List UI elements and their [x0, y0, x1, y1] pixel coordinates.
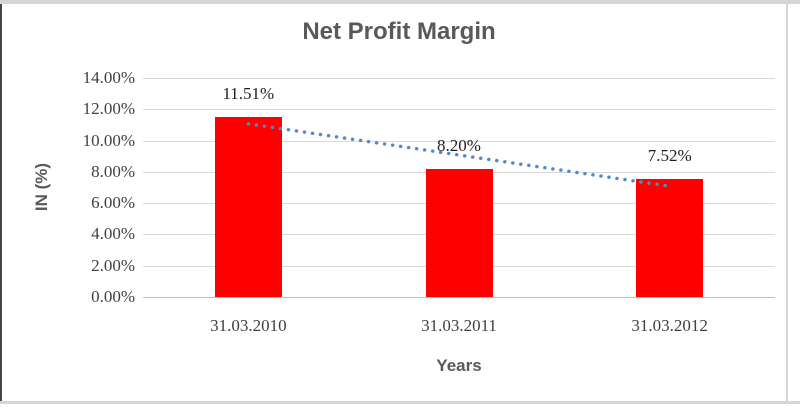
gridline [143, 109, 775, 111]
y-tick-label: 8.00% [91, 161, 135, 181]
x-tick-label: 31.03.2011 [421, 316, 497, 335]
plot-area[interactable] [143, 78, 775, 298]
chart-title: Net Profit Margin [302, 18, 496, 45]
y-axis-title: IN (%) [32, 162, 51, 212]
bar-value-label: 11.51% [222, 83, 275, 103]
y-tick-label: 4.00% [91, 224, 135, 244]
bar-value-label: 8.20% [437, 135, 481, 155]
x-tick-label: 31.03.2012 [631, 316, 708, 335]
x-axis-title: Years [436, 356, 482, 375]
chart-left-border [0, 4, 2, 401]
bar-value-label: 7.52% [647, 146, 692, 166]
y-tick-label: 10.00% [82, 130, 135, 150]
bar-31.03.2012[interactable] [636, 179, 704, 297]
y-tick-label: 6.00% [91, 193, 135, 213]
worksheet-gridline-bottom [0, 401, 800, 404]
y-tick-label: 12.00% [82, 99, 135, 119]
worksheet-gridline-top [0, 0, 800, 4]
y-tick-label: 2.00% [91, 255, 135, 275]
worksheet-gridline-right [786, 4, 788, 401]
gridline [143, 140, 775, 142]
y-tick-label: 14.00% [82, 68, 135, 87]
bar-31.03.2010[interactable] [214, 116, 282, 297]
y-tick-label: 0.00% [91, 287, 135, 306]
linear-trendline[interactable] [143, 78, 775, 297]
bar-31.03.2011[interactable] [425, 168, 493, 297]
trendline-dots [246, 122, 672, 188]
gridline [143, 78, 775, 79]
x-tick-label: 31.03.2010 [210, 316, 287, 335]
x-axis-line [143, 297, 775, 298]
